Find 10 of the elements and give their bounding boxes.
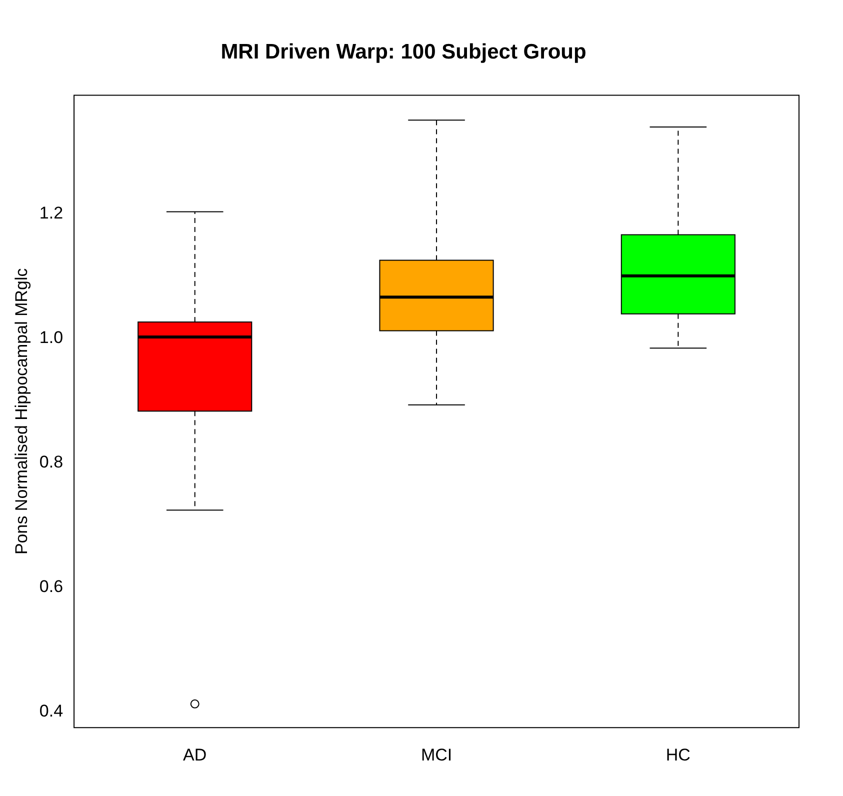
chart-title: MRI Driven Warp: 100 Subject Group <box>220 40 586 64</box>
y-tick-label: 0.6 <box>39 577 64 596</box>
y-tick-label: 1.2 <box>39 203 64 222</box>
x-tick-label: AD <box>183 745 207 764</box>
y-tick-label: 0.8 <box>39 452 64 472</box>
y-tick-label: 0.4 <box>39 702 64 721</box>
y-axis-title: Pons Normalised Hippocampal MRglc <box>12 268 31 555</box>
y-tick-label: 1.0 <box>39 328 64 347</box>
x-tick-label: HC <box>666 745 690 764</box>
x-tick-label: MCI <box>420 745 452 764</box>
